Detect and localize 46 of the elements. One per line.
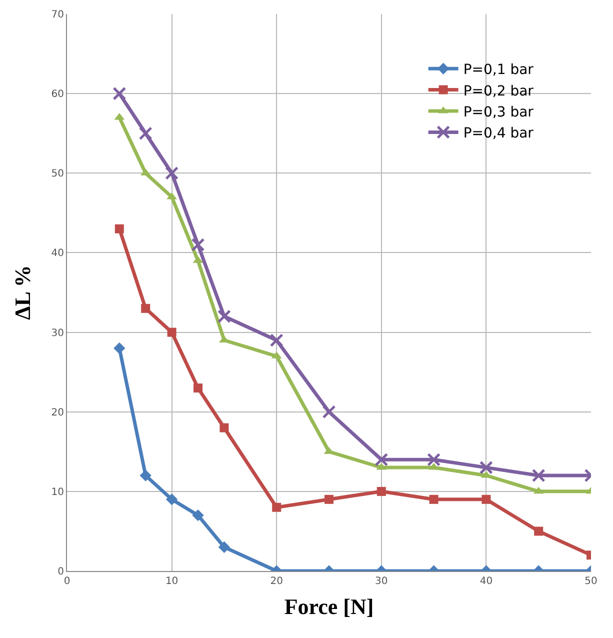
point (427, 452, 441, 466)
y-tick-label: 40 (51, 248, 64, 260)
x-tick-label: 40 (480, 576, 493, 587)
point (272, 502, 282, 512)
y-tick-label: 30 (51, 328, 64, 339)
point (114, 224, 124, 234)
x-axis-title: Force [N] (284, 594, 374, 619)
point (532, 468, 546, 482)
point (194, 383, 202, 392)
point (140, 470, 152, 482)
x-tick-label: 20 (270, 576, 283, 587)
point (270, 333, 284, 347)
point (429, 494, 438, 504)
legend-label: P=0,4 bar (463, 126, 534, 142)
point (191, 238, 205, 252)
point (165, 166, 179, 180)
y-tick-label: 50 (51, 168, 64, 180)
point (167, 328, 176, 337)
point (192, 509, 204, 522)
y-tick-label: 10 (51, 486, 64, 498)
y-tick-label: 20 (51, 407, 64, 418)
legend-label: P=0,1 bar (463, 62, 534, 78)
point (322, 405, 336, 419)
point (166, 494, 178, 506)
point (479, 460, 493, 474)
point (112, 86, 126, 100)
point (220, 423, 229, 432)
point (482, 494, 491, 504)
point (218, 541, 230, 553)
point (138, 126, 152, 140)
point (217, 310, 231, 324)
point (534, 526, 544, 536)
point (114, 342, 126, 354)
point (324, 494, 334, 504)
y-tick-label: 70 (51, 10, 64, 20)
x-tick-label: 30 (375, 576, 388, 587)
point (141, 304, 150, 313)
legend-label: P=0,3 bar (463, 104, 534, 120)
y-axis-title: ΔL % (10, 265, 36, 320)
y-tick-label: 0 (58, 566, 64, 578)
x-tick-label: 10 (165, 576, 178, 587)
point (374, 452, 388, 466)
y-tick-label: 60 (51, 89, 64, 100)
point (376, 486, 386, 496)
x-tick-label: 50 (584, 576, 598, 587)
legend-label: P=0,2 bar (463, 83, 534, 100)
